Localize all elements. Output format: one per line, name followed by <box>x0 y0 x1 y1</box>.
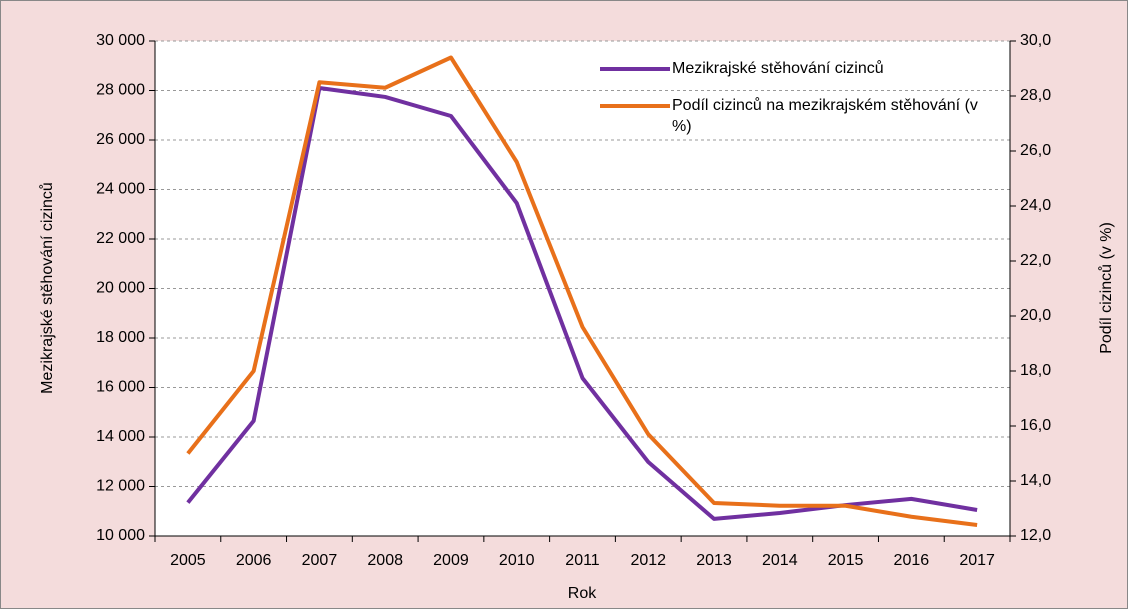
y-tick-label: 14 000 <box>96 428 145 445</box>
y2-tick-label: 20,0 <box>1020 307 1051 324</box>
y2-tick-label: 24,0 <box>1020 197 1051 214</box>
y-tick-label: 18 000 <box>96 329 145 346</box>
x-tick-label: 2008 <box>367 552 403 569</box>
y-tick-label: 26 000 <box>96 131 145 148</box>
y-tick-label: 28 000 <box>96 82 145 99</box>
y-tick-label: 24 000 <box>96 181 145 198</box>
x-tick-label: 2015 <box>828 552 864 569</box>
y2-tick-label: 30,0 <box>1020 32 1051 49</box>
legend-label: Podíl cizinců na mezikrajském stěhování … <box>672 97 978 135</box>
legend: Mezikrajské stěhování cizinců Podíl cizin… <box>600 58 980 153</box>
y2-tick-label: 22,0 <box>1020 252 1051 269</box>
x-tick-label: 2013 <box>696 552 732 569</box>
y-tick-label: 16 000 <box>96 379 145 396</box>
x-tick-label: 2014 <box>762 552 798 569</box>
x-tick-label: 2009 <box>433 552 469 569</box>
x-tick-label: 2006 <box>236 552 272 569</box>
legend-item: Mezikrajské stěhování cizinců <box>600 58 980 79</box>
legend-label: Mezikrajské stěhování cizinců <box>672 60 884 77</box>
y2-tick-label: 16,0 <box>1020 417 1051 434</box>
y-axis-title: Mezikrajské stěhování cizinců <box>38 182 56 394</box>
y2-axis-title: Podíl cizinců (v %) <box>1097 222 1115 354</box>
legend-swatch <box>600 104 670 108</box>
x-tick-label: 2017 <box>959 552 995 569</box>
y2-tick-label: 12,0 <box>1020 527 1051 544</box>
x-tick-label: 2012 <box>630 552 666 569</box>
x-tick-label: 2010 <box>499 552 535 569</box>
x-tick-label: 2011 <box>565 552 600 569</box>
y-tick-label: 30 000 <box>96 32 145 49</box>
x-tick-label: 2005 <box>170 552 206 569</box>
y2-tick-label: 26,0 <box>1020 142 1051 159</box>
y2-tick-label: 14,0 <box>1020 472 1051 489</box>
y-tick-label: 10 000 <box>96 527 145 544</box>
y-tick-label: 12 000 <box>96 478 145 495</box>
legend-swatch <box>600 67 670 71</box>
x-axis-title: Rok <box>568 585 597 602</box>
legend-item: Podíl cizinců na mezikrajském stěhování … <box>600 95 980 137</box>
y-tick-label: 22 000 <box>96 230 145 247</box>
y2-tick-label: 28,0 <box>1020 87 1051 104</box>
y2-tick-label: 18,0 <box>1020 362 1051 379</box>
x-tick-label: 2016 <box>894 552 930 569</box>
series-line <box>186 55 978 527</box>
x-tick-label: 2007 <box>302 552 338 569</box>
y-tick-label: 20 000 <box>96 280 145 297</box>
